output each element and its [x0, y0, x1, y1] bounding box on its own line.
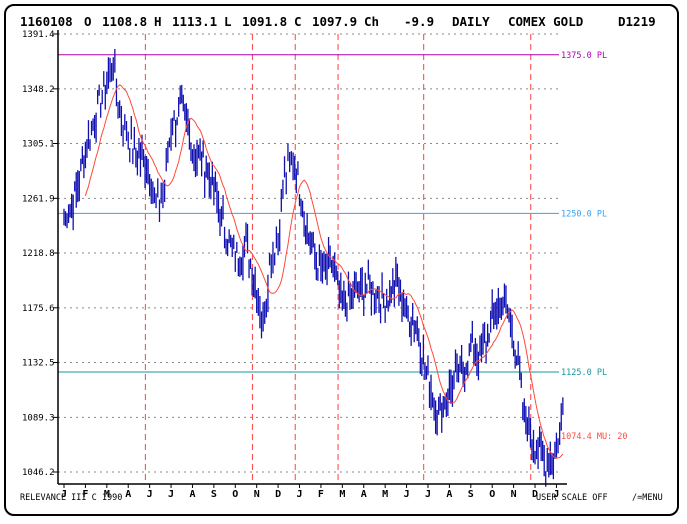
header-change: -9.9 [404, 14, 434, 29]
x-tick-label: A [446, 489, 452, 500]
header-close-label: C [294, 14, 302, 29]
moving-average [84, 84, 564, 459]
x-tick-label: O [232, 489, 238, 500]
chart-window: 1375.0 PL 1250.0 PL 1125.0 PL 1074.4 MU: 20… [4, 4, 679, 516]
x-tick-label: N [254, 489, 260, 500]
y-tick-label: 1261.9 [22, 194, 55, 204]
header-contract: D1219 [618, 14, 656, 29]
x-tick-label: O [489, 489, 495, 500]
header-open-label: O [84, 14, 92, 29]
x-tick-label: F [82, 489, 88, 500]
y-tick-label: 1391.4 [22, 30, 55, 40]
y-tick-label: 1046.2 [22, 468, 55, 478]
x-tick-label: J [425, 489, 431, 500]
header-low-label: L [224, 14, 232, 29]
ma-label: 1074.4 MU: 20 [561, 432, 628, 442]
footer-scale-mode: USER SCALE OFF [536, 493, 608, 503]
x-tick-label: J [297, 489, 303, 500]
x-tick-label: M [339, 489, 345, 500]
x-tick-label: J [147, 489, 153, 500]
x-tick-label: A [189, 489, 195, 500]
chart-grid [58, 33, 559, 473]
level-label: 1250.0 PL [561, 209, 607, 219]
level-label: 1375.0 PL [561, 51, 607, 61]
x-tick-label: A [125, 489, 131, 500]
price-chart: 1375.0 PL 1250.0 PL 1125.0 PL 1074.4 MU: 20… [20, 14, 663, 503]
x-tick-label: J [61, 489, 67, 500]
header-period: DAILY [452, 14, 490, 29]
x-tick-label: J [553, 489, 559, 500]
price-levels: 1375.0 PL 1250.0 PL 1125.0 PL 1074.4 MU: 20 [58, 51, 628, 442]
y-tick-label: 1132.5 [22, 359, 55, 369]
x-tick-label: D [275, 489, 281, 500]
level-label: 1125.0 PL [561, 368, 607, 378]
x-tick-label: J [404, 489, 410, 500]
header-close: 1097.9 [312, 14, 357, 29]
header-change-label: Ch [364, 14, 379, 29]
moving-average-line [84, 84, 564, 459]
axes: 1391.4 1348.2 1305.1 1261.9 1218.8 1175.6 1132… [22, 30, 567, 500]
y-tick-label: 1348.2 [22, 85, 55, 95]
y-tick-label: 1175.6 [22, 304, 55, 314]
header-high: 1113.1 [172, 14, 217, 29]
y-tick-label: 1218.8 [22, 249, 55, 259]
y-tick-label: 1089.3 [22, 413, 55, 423]
y-tick-label: 1305.1 [22, 140, 55, 150]
x-tick-label: N [511, 489, 517, 500]
price-bars [63, 49, 564, 487]
footer-menu-hint: /=MENU [632, 493, 663, 503]
header-market: COMEX GOLD [508, 14, 583, 29]
x-tick-label: M [382, 489, 388, 500]
header-open: 1108.8 [102, 14, 147, 29]
x-tick-label: D [532, 489, 538, 500]
header-code: 1160108 [20, 14, 73, 29]
x-tick-label: S [468, 489, 474, 500]
x-tick-label: S [211, 489, 217, 500]
footer-brand: RELEVANCE III C 1990 [20, 493, 122, 503]
x-tick-label: A [361, 489, 367, 500]
year-dividers [144, 34, 532, 484]
x-tick-label: J [168, 489, 174, 500]
x-tick-label: M [104, 489, 110, 500]
header-low: 1091.8 [242, 14, 287, 29]
x-tick-label: F [318, 489, 324, 500]
header-high-label: H [154, 14, 162, 29]
